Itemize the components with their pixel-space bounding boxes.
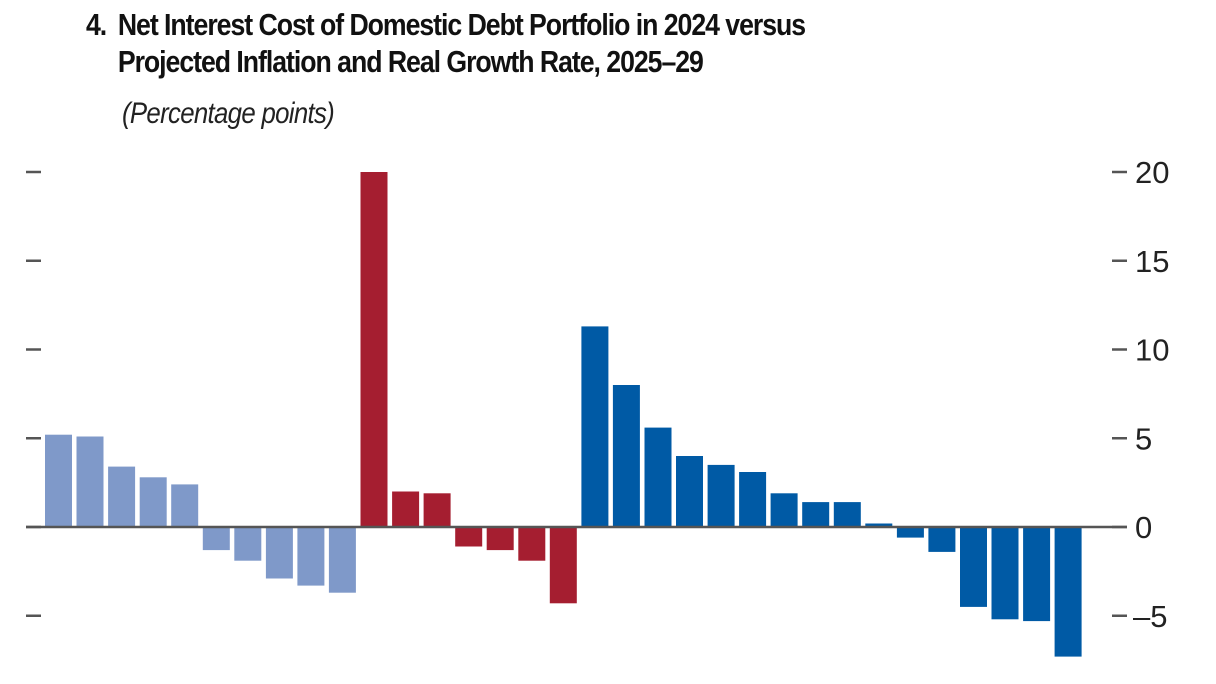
bar-series-3-4 xyxy=(676,456,703,527)
bar-series-1-4 xyxy=(139,477,167,527)
bar-series-3-14 xyxy=(991,527,1019,620)
y-tick-label: –5 xyxy=(1133,599,1167,634)
bar-series-2-1 xyxy=(360,172,388,527)
chart-subtitle: (Percentage points) xyxy=(122,97,335,130)
title-number: 4. xyxy=(86,7,107,42)
bar-series-2-6 xyxy=(518,527,546,561)
left-axis xyxy=(26,170,41,617)
bar-series-3-10 xyxy=(865,523,893,527)
bar-series-3-13 xyxy=(960,527,987,607)
bar-series-1-1 xyxy=(45,434,72,527)
y-tick-label: 5 xyxy=(1135,421,1152,456)
bar-series-2-4 xyxy=(455,527,483,547)
bar-series-1-9 xyxy=(297,527,325,586)
bar-series-3-9 xyxy=(833,502,861,527)
bar-series-2-3 xyxy=(423,493,451,527)
bar-series-1-8 xyxy=(265,527,293,579)
bar-series-3-7 xyxy=(770,493,798,527)
bar-series-2-5 xyxy=(486,527,514,551)
bar-series-3-8 xyxy=(802,502,830,527)
bar-series-3-11 xyxy=(896,527,924,538)
bar-series-3-12 xyxy=(928,527,956,552)
y-tick-label: 15 xyxy=(1135,244,1169,279)
y-tick-label: 20 xyxy=(1135,155,1169,190)
bar-series-1-5 xyxy=(171,484,199,527)
bar-series-1-10 xyxy=(328,527,356,593)
bars xyxy=(45,172,1082,657)
chart-title: 4. Net Interest Cost of Domestic Debt Por… xyxy=(86,6,806,80)
right-axis: 20 15 10 5 0 –5 xyxy=(1112,155,1169,634)
bar-series-1-2 xyxy=(76,436,104,527)
bar-series-3-5 xyxy=(707,464,735,527)
y-tick-label: 10 xyxy=(1135,333,1169,368)
bar-series-3-1 xyxy=(581,326,609,527)
bar-series-1-3 xyxy=(108,466,136,527)
title-line-1: 4. Net Interest Cost of Domestic Debt Por… xyxy=(86,6,806,43)
title-line-2: Projected Inflation and Real Growth Rate… xyxy=(117,44,704,79)
bar-series-3-16 xyxy=(1054,527,1082,657)
bar-series-2-7 xyxy=(549,527,577,604)
bar-series-1-6 xyxy=(202,527,230,551)
y-tick-label: 0 xyxy=(1135,510,1152,545)
title-text-1: Net Interest Cost of Domestic Debt Portf… xyxy=(117,7,806,42)
bar-series-3-15 xyxy=(1023,527,1051,622)
bar-series-1-7 xyxy=(234,527,262,561)
bar-series-2-2 xyxy=(392,491,420,527)
bar-series-3-6 xyxy=(739,472,767,527)
bar-series-3-3 xyxy=(644,427,672,527)
bar-series-3-2 xyxy=(612,385,640,527)
